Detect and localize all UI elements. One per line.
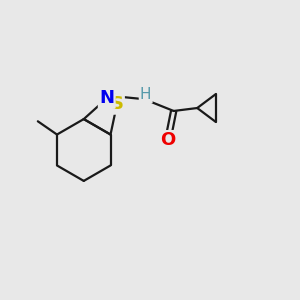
Text: N: N xyxy=(99,89,114,107)
Text: S: S xyxy=(110,95,124,113)
Text: O: O xyxy=(160,131,176,149)
Text: H: H xyxy=(140,87,152,102)
